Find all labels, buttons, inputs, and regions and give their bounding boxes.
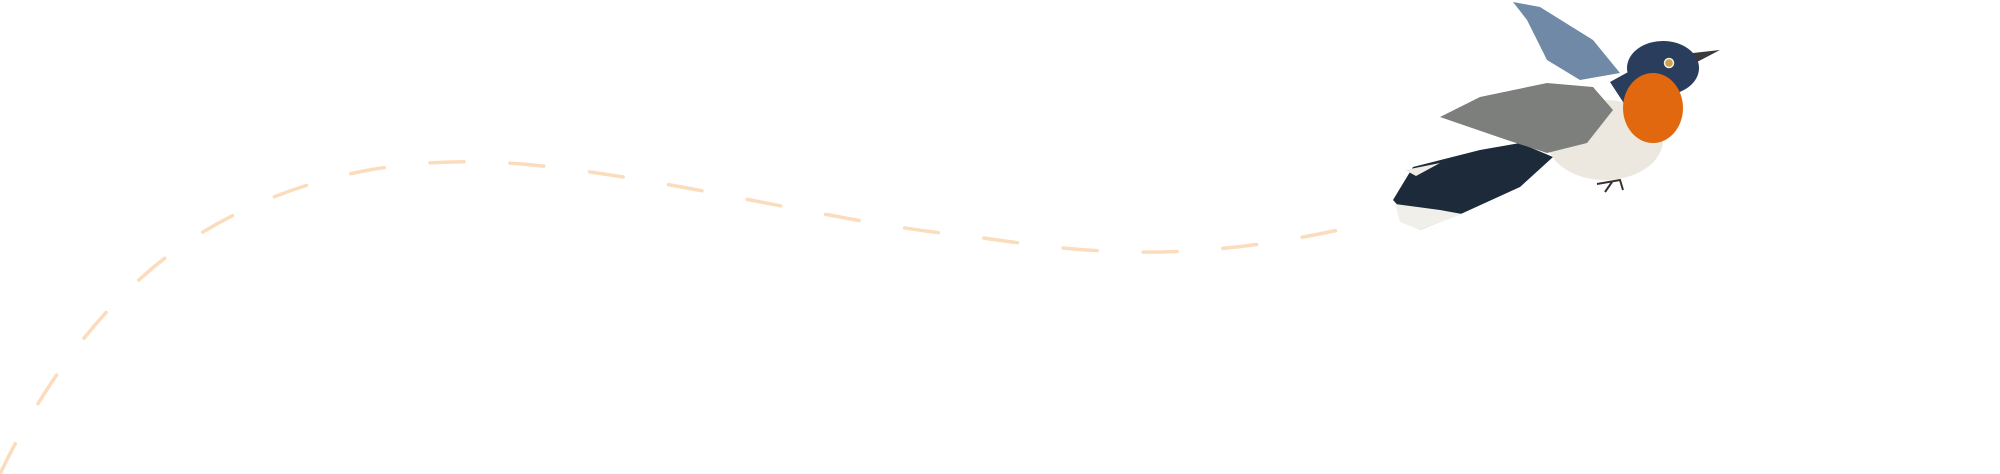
bird-feet	[1596, 178, 1624, 193]
bird-upper-wing	[1513, 2, 1620, 80]
bird-tail-tips	[1395, 204, 1462, 230]
bird-lower-wing	[1440, 83, 1613, 153]
bird-eye	[1663, 57, 1675, 69]
bird-tail-tips-top	[1405, 163, 1440, 176]
bird-beak	[1693, 50, 1720, 62]
dashed-flight-path	[0, 160, 1354, 474]
bird-throat	[1623, 73, 1683, 143]
bird-illustration	[1393, 2, 1720, 230]
